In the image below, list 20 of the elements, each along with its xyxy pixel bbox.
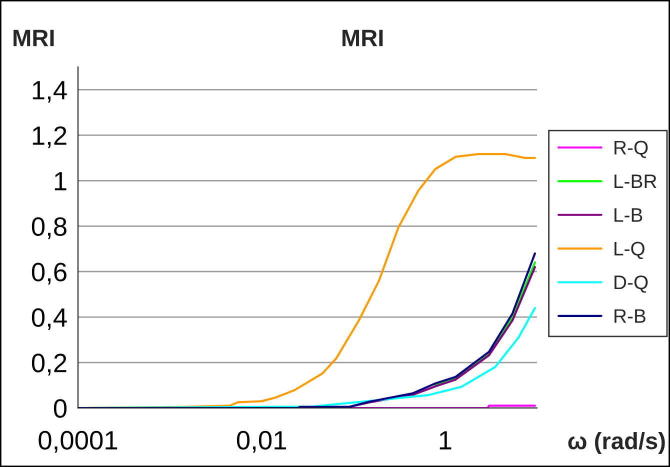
y-tick-label: 1,4 [32, 81, 67, 103]
x-tick-label: 0,0001 [38, 430, 118, 453]
y-tick-label: 0,8 [32, 217, 66, 240]
y-tick-label: 1,2 [32, 126, 66, 148]
legend-label: L-B [614, 208, 642, 222]
legend-label: L-BR [614, 174, 656, 188]
legend-label: L-Q [614, 242, 644, 260]
chart-title: MRI [342, 30, 383, 46]
y-tick-label: 0,4 [32, 308, 67, 330]
x-axis-title: ω (rad/s) [568, 432, 665, 454]
y-tick-label: 1 [54, 172, 66, 190]
x-tick-label: 0,01 [236, 430, 286, 453]
legend-label: R-B [614, 309, 646, 323]
y-axis-title: MRI [14, 30, 54, 46]
y-tick-label: 0,2 [32, 354, 66, 376]
y-tick-label: 0,6 [32, 262, 66, 285]
legend-label: R-Q [614, 140, 648, 158]
y-tick-label: 0 [54, 399, 67, 418]
x-tick-label: 1 [440, 431, 452, 450]
legend-label: D-Q [614, 275, 648, 293]
